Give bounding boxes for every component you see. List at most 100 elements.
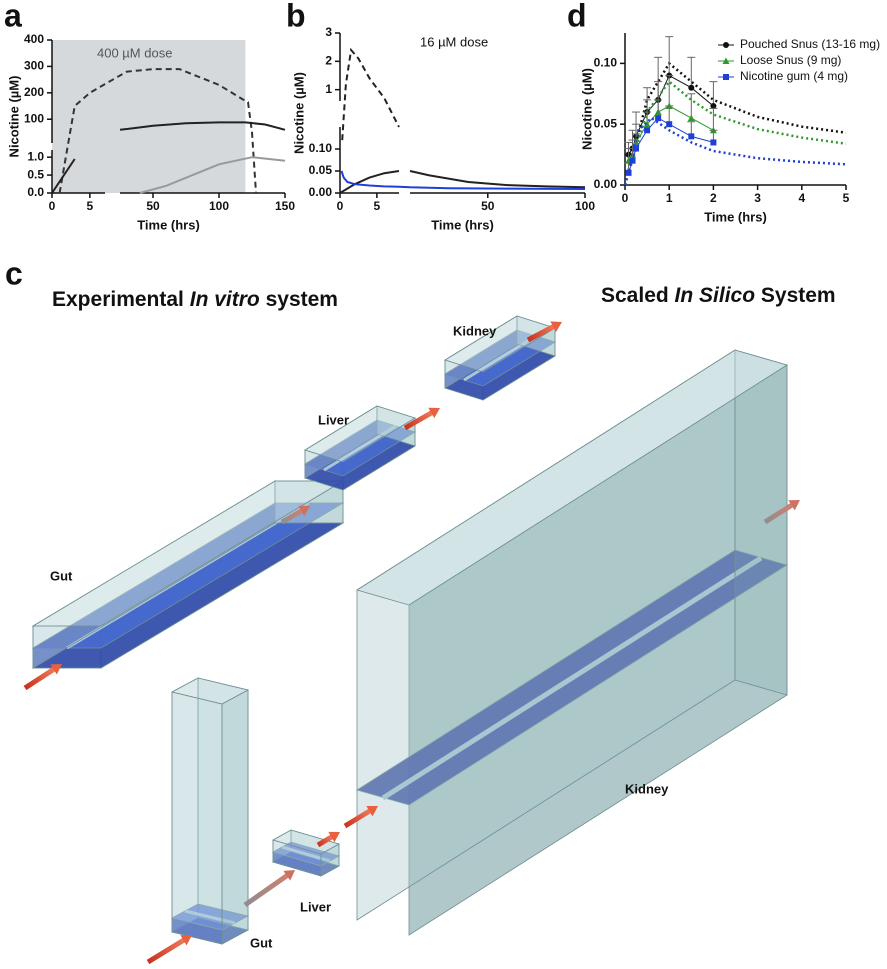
annotation: 16 µM dose [420, 34, 488, 49]
panel-letter: b [286, 0, 306, 33]
marker [687, 114, 695, 122]
channel [381, 555, 763, 801]
x-tick-label: 50 [481, 199, 495, 213]
data-line [628, 74, 714, 155]
y-tick-label: 2 [325, 54, 332, 68]
y-tick-label: 1 [325, 82, 332, 96]
marker [688, 133, 695, 140]
arrow-head [298, 505, 311, 517]
x-tick-label: 5 [843, 191, 850, 205]
organ-label: Gut [50, 568, 73, 583]
arrow-head [428, 407, 440, 419]
dose-region [52, 40, 246, 193]
organ-label: Kidney [625, 781, 669, 796]
flow-arrow [146, 934, 193, 965]
chamber-top [356, 349, 788, 606]
organ-label: Kidney [453, 323, 497, 338]
channel [323, 424, 397, 472]
y-tick-label: 0.10 [309, 141, 333, 155]
arrow-shaft [146, 937, 186, 965]
data-line [623, 79, 847, 186]
chamber [170, 677, 250, 945]
x-tick-label: 50 [146, 199, 160, 213]
flow-arrow [280, 505, 311, 525]
section-title: Scaled In Silico System [601, 284, 836, 307]
data-line [58, 68, 257, 194]
x-tick-label: 0 [337, 199, 344, 213]
dose-label: 400 µM dose [97, 45, 172, 60]
chamber-top [304, 405, 416, 463]
panel-letter: d [567, 0, 587, 33]
y-axis-title: Nicotine (µM) [579, 68, 594, 150]
data-line [139, 156, 286, 194]
chart: 16 µM dose 0 5 50 100 0.00 0.05 0.10 1 2 3 Time (hr… [286, 0, 595, 232]
legend-label: Pouched Snus (13-16 mg) [740, 37, 880, 51]
y-tick-label: 3 [325, 25, 332, 39]
channel [184, 909, 236, 925]
y-tick-label: 0.00 [594, 177, 618, 191]
marker [644, 127, 651, 134]
y-tick-label: 400 [24, 32, 44, 46]
chamber-top [170, 677, 250, 705]
y-tick-label: 0.05 [594, 116, 618, 130]
flow-arrow [763, 500, 801, 525]
x-tick-label: 5 [374, 199, 381, 213]
marker [722, 57, 730, 64]
x-tick-label: 4 [798, 191, 805, 205]
arrow-shaft [343, 808, 372, 829]
arrow-shaft [280, 508, 304, 525]
data-line [628, 105, 714, 161]
data-line [51, 121, 286, 194]
x-tick-label: 100 [209, 199, 229, 213]
x-axis-title: Time (hrs) [704, 209, 767, 224]
diagram: c Experimental In vitro system Scaled In S… [5, 255, 836, 965]
marker [633, 145, 640, 152]
arrow-head [283, 869, 296, 881]
arrow-head [366, 806, 378, 817]
title-part: System [755, 284, 836, 307]
channel [463, 334, 537, 382]
arrow-head [328, 831, 341, 843]
panel-letter: a [4, 0, 22, 33]
x-tick-label: 150 [275, 199, 295, 213]
section-title: Experimental In vitro system [52, 288, 338, 311]
x-axis-title: Time (hrs) [137, 217, 200, 232]
arrow-shaft [403, 410, 434, 431]
x-tick-label: 0 [49, 199, 56, 213]
data-line [340, 170, 586, 190]
organ-label: Liver [300, 899, 331, 914]
y-axis-title: Nicotine (µM) [6, 76, 21, 158]
chart: 0 1 2 3 4 5 0.00 0.05 0.10 Time (hrs) Nicotine (µM… [567, 0, 880, 224]
y-tick-label: 0.0 [27, 185, 44, 199]
marker [625, 169, 632, 176]
chamber-top [271, 829, 341, 855]
y-tick-label: 0.5 [27, 167, 44, 181]
flow-arrow [343, 806, 378, 829]
legend-label: Loose Snus (9 mg) [740, 53, 841, 67]
flow-arrow [526, 321, 563, 343]
marker [723, 42, 729, 48]
organ-label: Gut [250, 935, 273, 950]
data-line [623, 61, 847, 186]
y-tick-label: 200 [24, 85, 44, 99]
title-part: In vitro [190, 288, 260, 311]
arrow-shaft [763, 502, 794, 525]
x-tick-label: 0 [622, 191, 629, 205]
data-line [341, 47, 400, 141]
panel-letter: c [5, 255, 23, 291]
chamber [271, 829, 341, 877]
flow-arrow [243, 869, 296, 908]
data-line [623, 116, 847, 186]
y-axis-title: Nicotine (µM) [291, 72, 306, 154]
arrow-shaft [316, 834, 334, 848]
marker [688, 84, 695, 91]
arrow-shaft [243, 873, 290, 908]
x-tick-label: 2 [710, 191, 717, 205]
legend-label: Nicotine gum (4 mg) [740, 69, 848, 83]
x-tick-label: 3 [754, 191, 761, 205]
title-part: Experimental [52, 288, 190, 311]
marker [710, 139, 717, 146]
chamber-end [734, 349, 788, 696]
y-tick-label: 0.10 [594, 56, 618, 70]
